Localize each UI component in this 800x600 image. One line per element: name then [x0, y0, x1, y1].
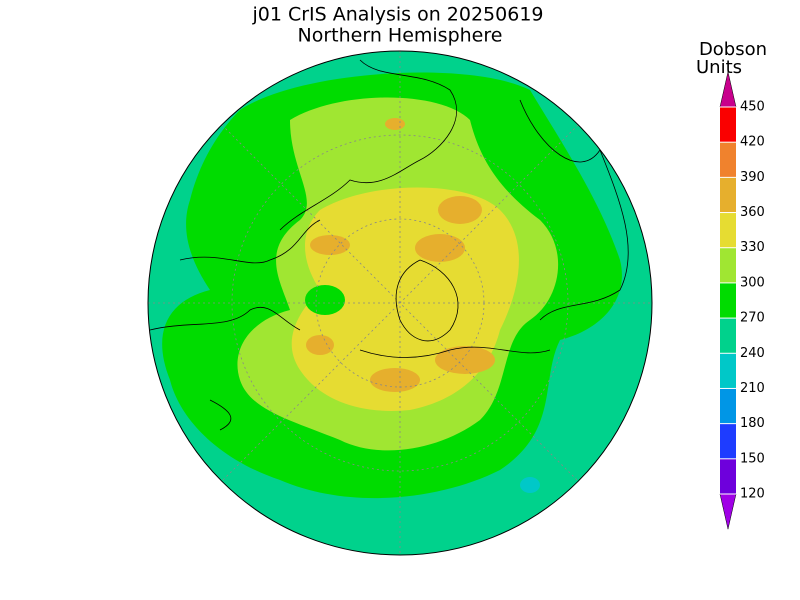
map-border — [147, 50, 653, 556]
colorbar-segment — [720, 177, 736, 213]
title: j01 CrIS Analysis on 20250619 — [251, 4, 543, 26]
colorbar-label: Units — [696, 57, 742, 78]
colorbar-segment — [720, 247, 736, 283]
colorbar-tick-label: 390 — [740, 170, 765, 185]
colorbar-segment — [720, 423, 736, 459]
colorbar-segment — [720, 212, 736, 248]
colorbar-tick-label: 420 — [740, 135, 765, 150]
colorbar-segment — [720, 388, 736, 424]
ozone-map — [148, 51, 652, 555]
colorbar-segment — [720, 318, 736, 354]
colorbar-tick-label: 270 — [740, 311, 765, 326]
colorbar-tick-label: 360 — [740, 205, 765, 220]
colorbar: Dobson Units 120 150 180 210 240 270 300 330 360… — [696, 39, 767, 530]
colorbar-segment — [720, 142, 736, 178]
colorbar-segment — [720, 282, 736, 319]
colorbar-tick-label: 330 — [740, 240, 765, 255]
colorbar-tick-label: 120 — [740, 487, 765, 502]
colorbar-segment — [719, 493, 737, 530]
colorbar-segment — [720, 458, 736, 494]
colorbar-tick-label: 240 — [740, 346, 765, 361]
colorbar-tick-label: 300 — [740, 275, 765, 290]
colorbar-tick-label: 150 — [740, 451, 765, 466]
subtitle: Northern Hemisphere — [298, 25, 503, 47]
colorbar-tick-label: 450 — [740, 100, 765, 115]
colorbar-segment — [720, 353, 736, 389]
colorbar-tick-label: 180 — [740, 416, 765, 431]
colorbar-segment — [720, 107, 736, 143]
colorbar-tick-label: 210 — [740, 381, 765, 396]
colorbar-label: Dobson — [699, 39, 767, 60]
